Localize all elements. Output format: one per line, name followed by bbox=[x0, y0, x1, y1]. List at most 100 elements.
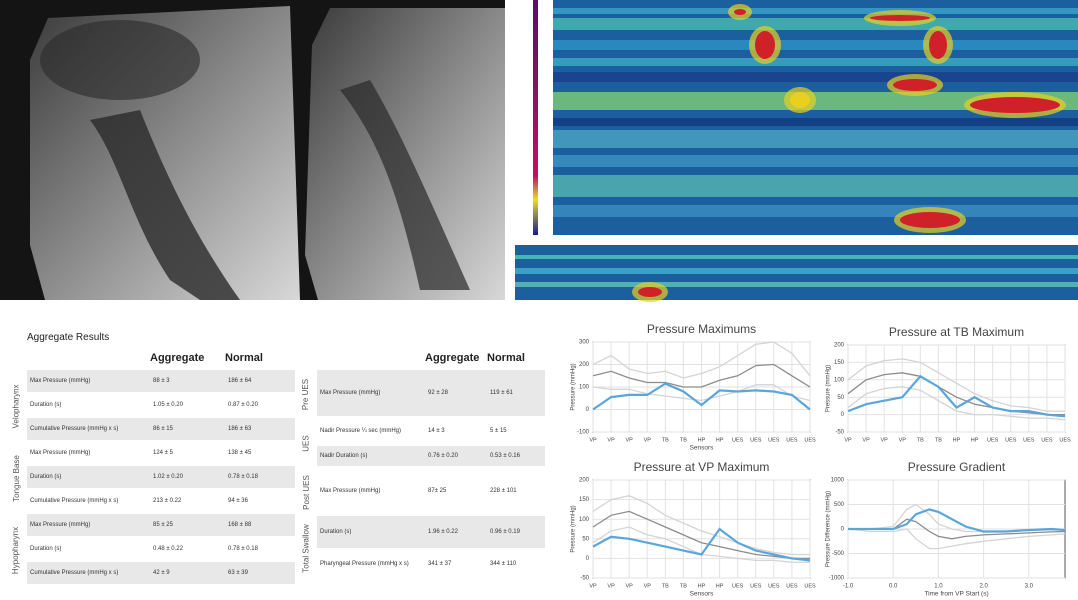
xray-panel bbox=[0, 0, 505, 300]
heat-band bbox=[553, 130, 1078, 148]
x-tick-label: VP bbox=[644, 437, 652, 443]
heat-band bbox=[515, 268, 1078, 274]
table-title: Aggregate Results bbox=[27, 332, 109, 343]
x-tick-label: UES bbox=[1005, 437, 1017, 443]
column-header: Normal bbox=[487, 352, 525, 364]
table-cell: 5 ± 15 bbox=[487, 418, 545, 444]
group-label: Post UES bbox=[295, 468, 317, 516]
heat-band bbox=[515, 255, 1078, 259]
table-cell: 92 ± 28 bbox=[425, 370, 487, 416]
heat-hotspot bbox=[755, 31, 775, 59]
group-label: Total Swallow bbox=[295, 516, 317, 580]
group-label: Pre UES bbox=[295, 370, 317, 418]
heat-band bbox=[515, 282, 1078, 287]
table-cell: 0.78 ± 0.18 bbox=[225, 538, 295, 560]
xray-shadow bbox=[40, 20, 200, 100]
table-cell: 0.96 ± 0.19 bbox=[487, 516, 545, 548]
x-tick-label: VP bbox=[625, 583, 633, 589]
table-cell: Pharyngeal Pressure (mmHg x s) bbox=[317, 550, 425, 578]
y-tick-label: 100 bbox=[579, 517, 590, 523]
x-tick-label: HP bbox=[698, 437, 706, 443]
table-cell: 85 ± 25 bbox=[150, 514, 225, 536]
table-cell: 87± 25 bbox=[425, 468, 487, 514]
colorbar bbox=[533, 0, 538, 235]
table-cell: Max Pressure (mmHg) bbox=[27, 370, 150, 392]
table-cell: 0.76 ± 0.20 bbox=[425, 446, 487, 466]
x-tick-label: VP bbox=[844, 437, 852, 443]
chart-title: Pressure at TB Maximum bbox=[889, 325, 1024, 339]
table-cell: 88 ± 3 bbox=[150, 370, 225, 392]
y-tick-label: 1000 bbox=[831, 478, 845, 484]
y-tick-label: 200 bbox=[834, 343, 845, 349]
chart-title: Pressure Maximums bbox=[647, 322, 756, 336]
heat-band bbox=[553, 58, 1078, 66]
y-tick-label: -1000 bbox=[829, 576, 845, 582]
x-axis-label: Time from VP Start (s) bbox=[924, 591, 988, 598]
x-tick-label: TB bbox=[680, 583, 687, 589]
heat-hotspot bbox=[638, 287, 662, 297]
group-text: Tongue Base bbox=[12, 455, 21, 502]
table-cell: Duration (s) bbox=[317, 516, 425, 548]
x-tick-label: HP bbox=[716, 437, 724, 443]
x-tick-label: VP bbox=[644, 583, 652, 589]
x-tick-label: UES bbox=[768, 437, 780, 443]
x-tick-label: VP bbox=[880, 437, 888, 443]
x-tick-label: VP bbox=[625, 437, 633, 443]
y-axis-label: Pressure (mmHg) bbox=[571, 505, 577, 552]
table-cell: 0.48 ± 0.22 bbox=[150, 538, 225, 560]
group-text: Post UES bbox=[302, 475, 311, 510]
y-tick-label: -100 bbox=[577, 430, 590, 436]
group-label: Hypopharynx bbox=[5, 514, 27, 586]
y-tick-label: -50 bbox=[835, 430, 844, 436]
table-cell: 42 ± 9 bbox=[150, 562, 225, 584]
table-cell: 124 ± 5 bbox=[150, 442, 225, 464]
y-tick-label: 500 bbox=[834, 502, 845, 508]
heat-band bbox=[553, 205, 1078, 217]
heat-band bbox=[553, 72, 1078, 82]
heat-hotspot bbox=[870, 15, 930, 21]
heat-band bbox=[553, 8, 1078, 14]
x-axis-label: Sensors bbox=[690, 591, 715, 598]
table-cell: 344 ± 110 bbox=[487, 550, 545, 578]
y-tick-label: 0 bbox=[841, 527, 845, 533]
x-tick-label: 1.0 bbox=[934, 584, 943, 590]
column-header: Aggregate bbox=[150, 352, 204, 364]
x-tick-label: HP bbox=[971, 437, 979, 443]
table-cell: Duration (s) bbox=[27, 538, 150, 560]
x-tick-label: UES bbox=[786, 583, 798, 589]
x-tick-label: TB bbox=[662, 437, 669, 443]
y-axis-label: Pressure Difference (mmHg) bbox=[826, 491, 832, 567]
table-cell: 119 ± 61 bbox=[487, 370, 545, 416]
y-tick-label: 300 bbox=[579, 340, 590, 346]
table-cell: Max Pressure (mmHg) bbox=[27, 442, 150, 464]
group-label: Tongue Base bbox=[5, 442, 27, 514]
table-cell: Cumulative Pressure (mmHg x s) bbox=[27, 490, 150, 512]
y-tick-label: -500 bbox=[832, 551, 845, 557]
x-tick-label: UES bbox=[732, 583, 744, 589]
y-tick-label: 200 bbox=[579, 478, 590, 484]
x-tick-label: UES bbox=[1023, 437, 1035, 443]
pressure-topography bbox=[515, 0, 1078, 302]
y-tick-label: 50 bbox=[837, 395, 844, 401]
table-cell: 168 ± 88 bbox=[225, 514, 295, 536]
heat-band bbox=[553, 18, 1078, 30]
heat-hotspot bbox=[929, 31, 947, 59]
y-axis-label: Pressure (mmHg) bbox=[826, 365, 832, 412]
x-tick-label: UES bbox=[804, 437, 816, 443]
y-tick-label: 0 bbox=[586, 407, 590, 413]
table-cell: Nadir Duration (s) bbox=[317, 446, 425, 466]
group-text: Hypopharynx bbox=[12, 526, 21, 573]
table-cell: Nadir Pressure ¼ sec (mmHg) bbox=[317, 418, 425, 444]
x-tick-label: VP bbox=[862, 437, 870, 443]
x-tick-label: 3.0 bbox=[1025, 584, 1034, 590]
x-tick-label: TB bbox=[680, 437, 687, 443]
column-header: Normal bbox=[225, 352, 263, 364]
table-cell: Max Pressure (mmHg) bbox=[27, 514, 150, 536]
group-text: Pre UES bbox=[302, 378, 311, 409]
y-tick-label: 0 bbox=[586, 556, 590, 562]
table-cell: 86 ± 15 bbox=[150, 418, 225, 440]
table-cell: 186 ± 64 bbox=[225, 370, 295, 392]
table-cell: 94 ± 36 bbox=[225, 490, 295, 512]
x-tick-label: VP bbox=[899, 437, 907, 443]
table-cell: 341 ± 37 bbox=[425, 550, 487, 578]
